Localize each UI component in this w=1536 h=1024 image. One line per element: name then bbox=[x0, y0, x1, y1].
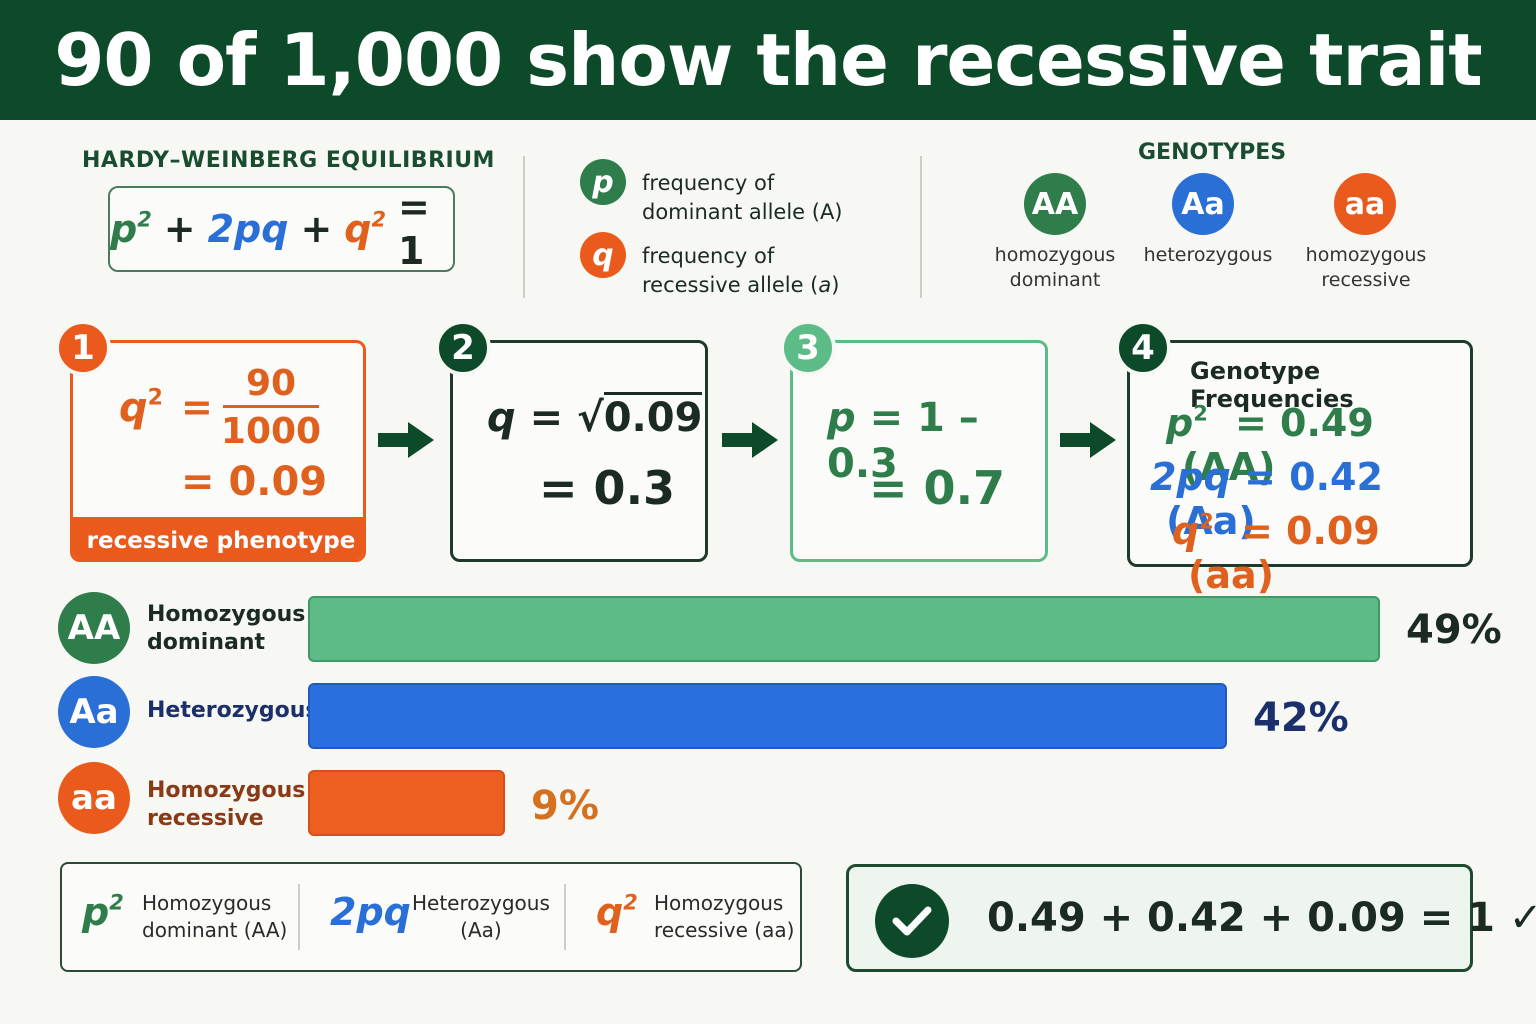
bar-homozygous-recessive bbox=[308, 770, 505, 836]
arrow-right-icon bbox=[1060, 422, 1116, 458]
plus-sign: + bbox=[163, 207, 196, 251]
sqrt-symbol: √ bbox=[577, 395, 604, 441]
q-squared-term: q2 bbox=[344, 207, 387, 251]
p-allele-description: frequency of dominant allele (A) bbox=[642, 171, 843, 224]
key-p-squared: p2 bbox=[82, 890, 124, 934]
step-3-equation: p = 1 – 0.3 bbox=[827, 395, 979, 487]
checkmark-icon bbox=[875, 884, 949, 958]
step-1-box: q2 = 90 1000 = 0.09 recessive phenotype bbox=[70, 340, 366, 562]
plus-sign: + bbox=[300, 207, 333, 251]
key-q-squared: q2 bbox=[596, 890, 638, 934]
divider bbox=[523, 156, 525, 298]
freq-row-AA: p2 = 0.49 (AA) bbox=[1166, 401, 1374, 489]
step-2-badge: 2 bbox=[435, 320, 491, 376]
freq-row-aa: q2 = 0.09 (aa) bbox=[1172, 509, 1380, 597]
genotype-frequencies-heading: Genotype Frequencies bbox=[1190, 357, 1354, 413]
key-p-squared-text: Homozygous dominant (AA) bbox=[142, 891, 288, 942]
divider bbox=[564, 884, 566, 950]
genotype-AA-icon: AA bbox=[1024, 173, 1086, 235]
divider bbox=[920, 156, 922, 298]
p-squared-term: p2 bbox=[110, 207, 152, 251]
step-1-lhs: q2 bbox=[119, 385, 163, 431]
page-title: 90 of 1,000 show the recessive trait bbox=[54, 18, 1482, 102]
step-4-badge: 4 bbox=[1115, 320, 1171, 376]
step-1-result: = 0.09 bbox=[181, 459, 328, 505]
arrow-right-icon bbox=[378, 422, 434, 458]
genotype-bar-chart: AA Homozygous dominant 49% Aa Heterozygo… bbox=[0, 585, 1536, 845]
bar-heterozygous bbox=[308, 683, 1227, 749]
divider bbox=[298, 884, 300, 950]
genotype-Aa-icon: Aa bbox=[1172, 173, 1234, 235]
bar-homozygous-dominant bbox=[308, 596, 1380, 662]
bar-icon-Aa: Aa bbox=[58, 676, 130, 748]
bar-label-heterozygous: Heterozygous bbox=[147, 698, 319, 723]
bar-label-homozygous-recessive: Homozygous recessive bbox=[147, 778, 306, 831]
key-2pq-text: Heterozygous (Aa) bbox=[412, 891, 550, 942]
bar-icon-AA: AA bbox=[58, 592, 130, 664]
step-1-numerator: 90 bbox=[245, 363, 297, 404]
genotype-AA-label: homozygous dominant bbox=[994, 244, 1116, 291]
genotype-aa-icon: aa bbox=[1334, 173, 1396, 235]
key-q-squared-text: Homozygous recessive (aa) bbox=[654, 891, 795, 942]
step-1-badge: 1 bbox=[55, 320, 111, 376]
genotype-Aa-label: heterozygous bbox=[1143, 244, 1273, 266]
genotypes-heading: GENOTYPES bbox=[1138, 140, 1287, 165]
step-3-badge: 3 bbox=[780, 320, 836, 376]
key-2pq: 2pq bbox=[330, 890, 411, 934]
q-allele-icon: q bbox=[580, 232, 626, 278]
step-3-result: = 0.7 bbox=[869, 461, 1006, 515]
bar-value-label: 42% bbox=[1253, 695, 1349, 741]
step-2-box: q = √0.09 = 0.3 bbox=[450, 340, 708, 562]
recessive-phenotype-label: recessive phenotype bbox=[73, 517, 363, 559]
title-banner: 90 of 1,000 show the recessive trait bbox=[0, 0, 1536, 120]
sum-check-box: 0.49 + 0.42 + 0.09 = 1 ✓ bbox=[846, 864, 1536, 972]
arrow-right-icon bbox=[722, 422, 778, 458]
step-3-box: p = 1 – 0.3 = 0.7 bbox=[790, 340, 1048, 562]
sum-equation: 0.49 + 0.42 + 0.09 = 1 ✓ bbox=[987, 895, 1536, 941]
bar-value-label: 9% bbox=[531, 783, 599, 829]
p-allele-icon: p bbox=[580, 159, 626, 205]
bar-value-label: 49% bbox=[1406, 607, 1502, 653]
hardy-weinberg-equation: p2 + 2pq + q2 = 1 bbox=[108, 185, 455, 273]
bar-label-homozygous-dominant: Homozygous dominant bbox=[147, 602, 306, 655]
q-allele-description: frequency of recessive allele (a) bbox=[642, 244, 840, 297]
freq-row-Aa: 2pq = 0.42 (Aa) bbox=[1150, 455, 1383, 543]
bar-icon-aa: aa bbox=[58, 762, 130, 834]
step-2-result: = 0.3 bbox=[539, 461, 676, 515]
equals-one: = 1 bbox=[398, 185, 430, 273]
genotype-aa-label: homozygous recessive bbox=[1305, 244, 1427, 291]
equation-heading: HARDY–WEINBERG EQUILIBRIUM bbox=[82, 148, 495, 173]
two-pq-term: 2pq bbox=[207, 207, 289, 251]
step-2-equation: q = √0.09 bbox=[487, 392, 703, 441]
step-4-box: Genotype Frequencies p2 = 0.49 (AA) 2pq … bbox=[1127, 340, 1473, 597]
notation-key: p2 Homozygous dominant (AA) 2pq Heterozyg… bbox=[60, 862, 802, 972]
fraction-bar bbox=[223, 405, 319, 408]
step-1-denominator: 1000 bbox=[220, 411, 322, 452]
step-1-equals: = bbox=[181, 385, 213, 429]
